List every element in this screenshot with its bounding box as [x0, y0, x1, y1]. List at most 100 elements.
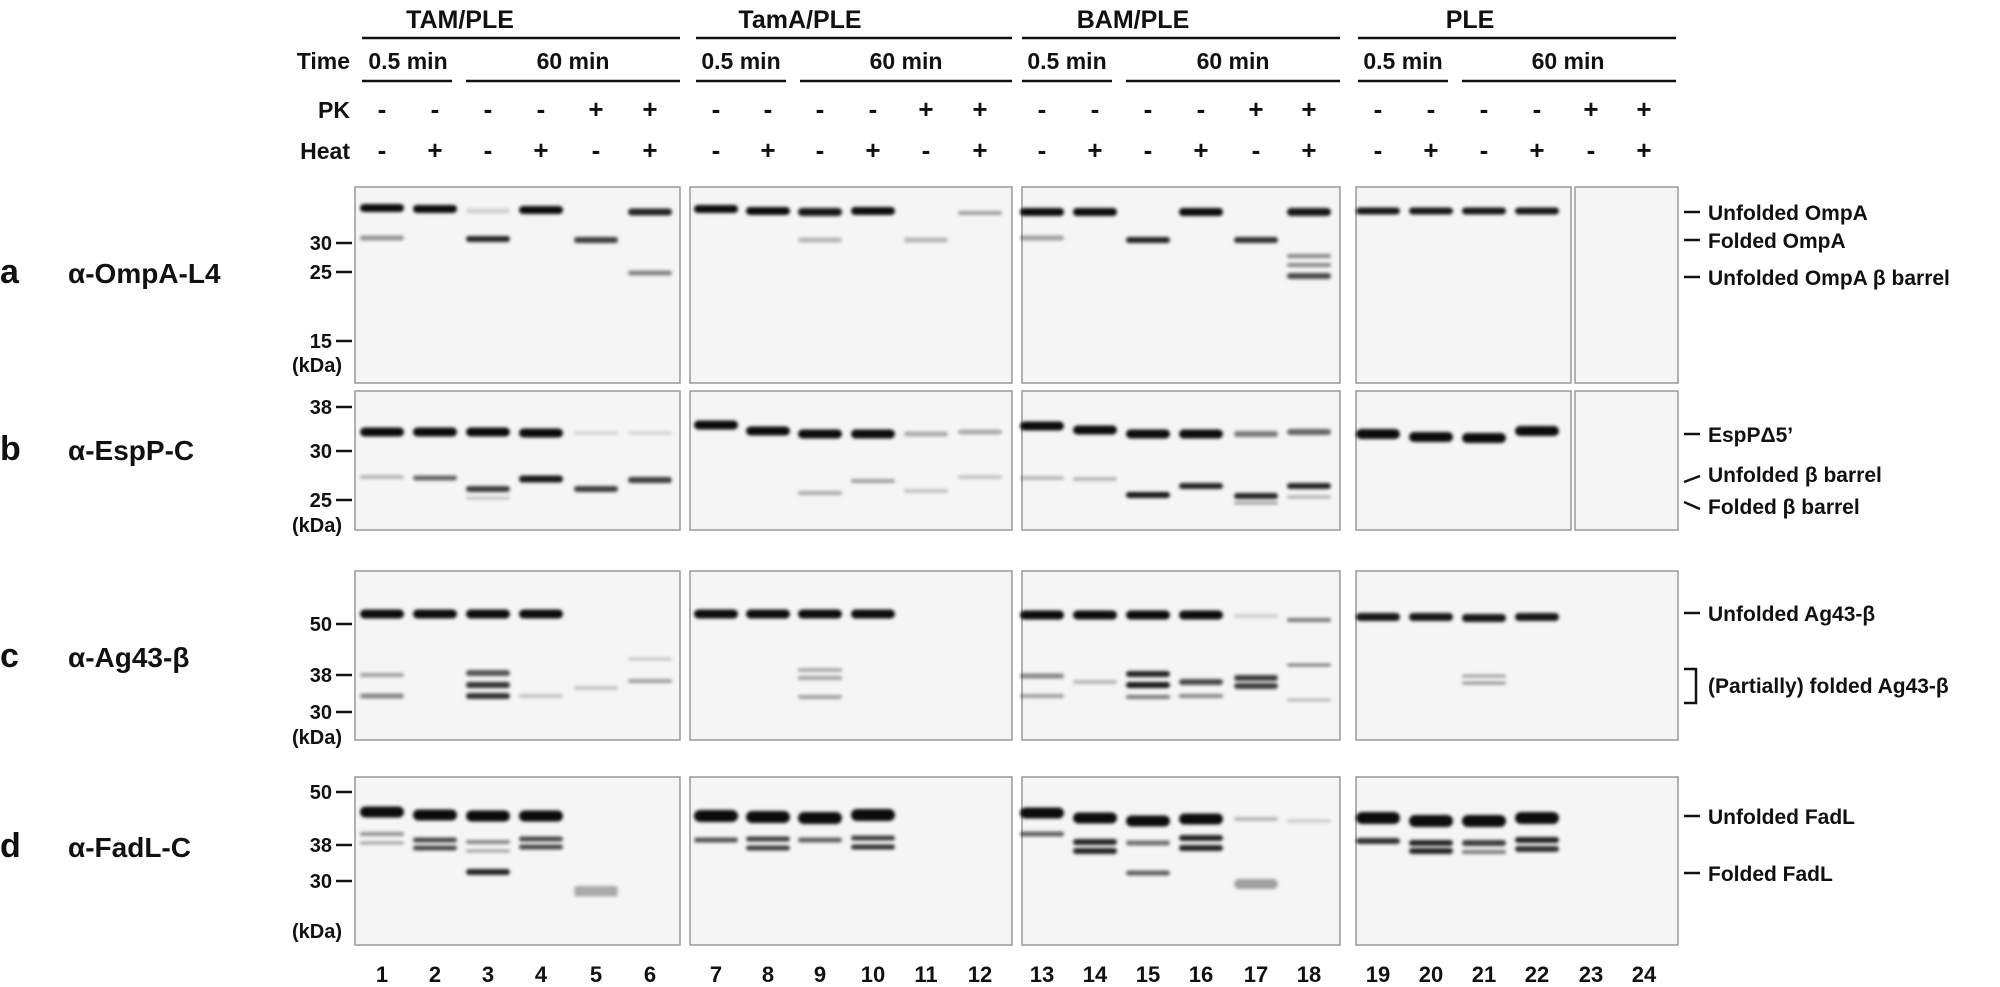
- gel-band: [466, 208, 510, 214]
- gel-band: [1234, 237, 1278, 243]
- time-long-tama: 60 min: [870, 48, 943, 74]
- marker-a-15: 15: [310, 331, 332, 353]
- heat-symbol: -: [1038, 135, 1047, 165]
- gel-band: [1234, 431, 1278, 437]
- gel-frame: [354, 390, 681, 531]
- gel-frame: [689, 570, 1013, 741]
- gel-band: [904, 431, 948, 437]
- gel-band: [1020, 235, 1064, 241]
- band-label-a-2: Unfolded OmpA β barrel: [1708, 267, 1950, 290]
- gel-band: [904, 237, 948, 243]
- gel-band: [1126, 492, 1170, 498]
- gel-band: [466, 869, 510, 875]
- gel-band: [466, 670, 510, 676]
- lane-number: 14: [1083, 962, 1108, 987]
- gel-band: [1515, 837, 1559, 843]
- lane-number: 12: [968, 962, 992, 987]
- lane-number: 8: [762, 962, 774, 987]
- heat-symbol: +: [1301, 135, 1316, 165]
- gel-band: [1409, 815, 1453, 827]
- gel-frame: [354, 570, 681, 741]
- heat-symbol: +: [760, 135, 775, 165]
- lane-number: 20: [1419, 962, 1443, 987]
- gel-frame: [1021, 390, 1341, 531]
- gel-band: [1073, 680, 1117, 684]
- marker-d-50: 50: [310, 782, 332, 804]
- lane-number: 24: [1632, 962, 1657, 987]
- heat-symbol: -: [816, 135, 825, 165]
- gel-band: [1073, 208, 1117, 216]
- band-label-c-1: (Partially) folded Ag43-β: [1708, 675, 1949, 698]
- gel-band: [1462, 207, 1506, 215]
- heat-symbol: +: [1423, 135, 1438, 165]
- pk-symbol: -: [378, 94, 387, 124]
- gel-band: [1020, 421, 1064, 431]
- gel-band: [1126, 682, 1170, 688]
- marker-b-25: 25: [310, 490, 332, 512]
- gel-band: [519, 428, 563, 438]
- gel-band: [1356, 838, 1400, 844]
- gel-band: [798, 668, 842, 672]
- heat-symbol: -: [1480, 135, 1489, 165]
- gel-band: [1287, 208, 1331, 216]
- gel-band: [628, 270, 672, 276]
- time-label: Time: [297, 48, 350, 74]
- gel-band: [413, 837, 457, 843]
- band-label-b-0: EspPΔ5’: [1708, 424, 1793, 447]
- gel-band: [574, 431, 618, 435]
- gel-band: [904, 489, 948, 493]
- gel-frame: [1355, 186, 1572, 384]
- heat-symbol: -: [712, 135, 721, 165]
- heat-symbol: -: [922, 135, 931, 165]
- gel-band: [574, 237, 618, 243]
- gel-band: [798, 695, 842, 699]
- gel-band: [1409, 840, 1453, 846]
- gel-band: [1515, 846, 1559, 852]
- band-pointer: [1683, 500, 1701, 511]
- heat-row: - + - + - + - + - + - + - + - + - + - + - + - +: [378, 135, 1652, 165]
- marker-c-50: 50: [310, 614, 332, 636]
- heat-symbol: +: [1529, 135, 1544, 165]
- gel-band: [798, 837, 842, 843]
- gel-band: [1126, 815, 1170, 827]
- gel-band: [1287, 429, 1331, 435]
- pk-row: - - - - + + - - - - + + - - - - + + - - - - + +: [378, 94, 1652, 124]
- gel-band: [519, 694, 563, 698]
- mw-markers: 30 25 15 (kDa) 38 30 25 (kDa) 50 38 30 (…: [292, 233, 352, 943]
- gel-band: [1287, 483, 1331, 489]
- pk-symbol: +: [972, 94, 987, 124]
- gel-frame: [1355, 390, 1572, 531]
- time-short-tama: 0.5 min: [701, 48, 780, 74]
- antibody-c: α-Ag43-β: [68, 642, 189, 673]
- band-label-d-1: Folded FadL: [1708, 863, 1833, 886]
- band-label-c-0: Unfolded Ag43-β: [1708, 603, 1875, 626]
- gel-band: [958, 475, 1002, 479]
- gel-band: [746, 836, 790, 842]
- gel-band: [1126, 695, 1170, 699]
- gel-band: [694, 205, 738, 213]
- gel-band: [958, 211, 1002, 215]
- gel-band: [1515, 426, 1559, 436]
- heat-symbol: +: [533, 135, 548, 165]
- gel-band: [466, 427, 510, 437]
- pk-symbol: -: [484, 94, 493, 124]
- gel-band: [360, 235, 404, 241]
- gel-band: [694, 837, 738, 843]
- gel-band: [1409, 207, 1453, 215]
- gel-band: [1462, 840, 1506, 846]
- gel-band: [1126, 610, 1170, 620]
- gel-band: [360, 427, 404, 437]
- kda-unit-a: (kDa): [292, 355, 342, 377]
- lane-number: 23: [1579, 962, 1603, 987]
- gel-band: [746, 811, 790, 823]
- gel-band: [1020, 673, 1064, 679]
- pk-symbol: -: [1038, 94, 1047, 124]
- gel-band: [628, 208, 672, 216]
- lane-number: 11: [914, 962, 937, 987]
- gel-band: [1073, 839, 1117, 845]
- pk-symbol: -: [869, 94, 878, 124]
- gel-band: [694, 420, 738, 430]
- group-titles: TAM/PLE TamA/PLE BAM/PLE PLE: [362, 6, 1676, 40]
- gel-band: [958, 429, 1002, 435]
